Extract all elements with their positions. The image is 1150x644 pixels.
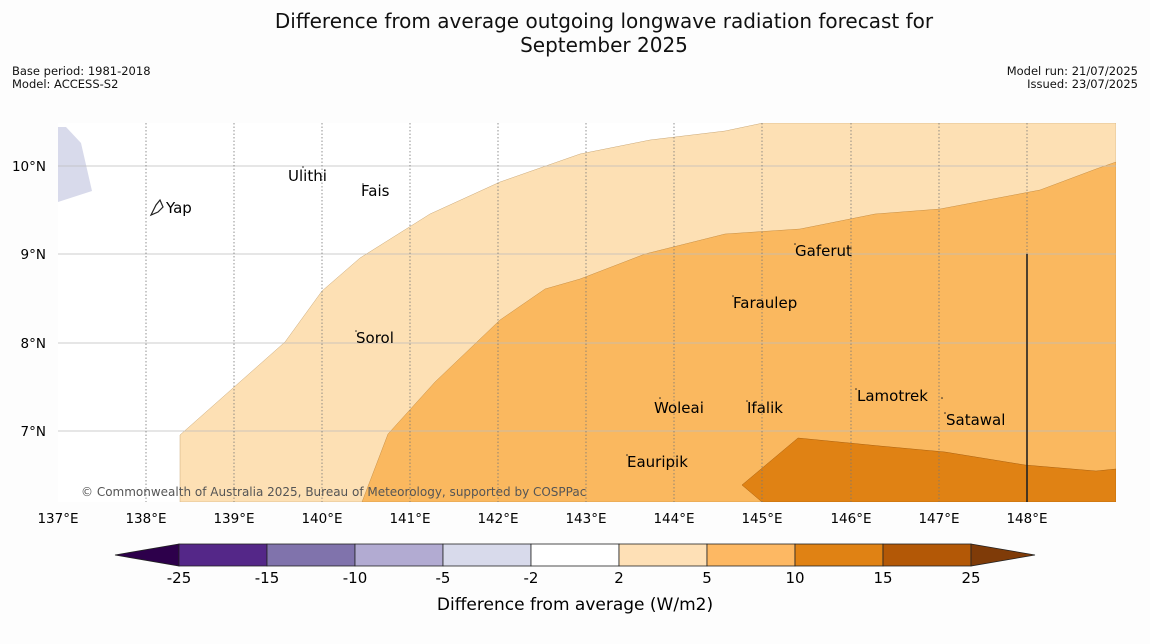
map-title-line1: Difference from average outgoing longwav… — [274, 9, 934, 33]
colorbar-extend-high — [970, 543, 1036, 567]
place-sorol: Sorol — [356, 329, 394, 347]
longitude-tick-labels: 137°E 138°E 139°E 140°E 141°E 142°E 143°… — [37, 511, 1047, 527]
anomaly-region-10-to-15 — [741, 437, 1116, 502]
colorbar-label: 25 — [961, 569, 980, 587]
lon-tick-138e: 138°E — [125, 511, 166, 527]
lon-tick-142e: 142°E — [477, 511, 518, 527]
place-gaferut: Gaferut — [795, 242, 852, 260]
lon-tick-141e: 141°E — [389, 511, 430, 527]
colorbar-segment — [618, 543, 708, 567]
model-run: Model run: 21/07/2025 — [1006, 64, 1138, 78]
lat-tick-10n: 10°N — [12, 159, 46, 175]
colorbar-label: -5 — [436, 569, 451, 587]
place-lamotrek: Lamotrek — [857, 387, 928, 405]
lon-tick-143e: 143°E — [565, 511, 606, 527]
colorbar-labels: -25 -15 -10 -5 -2 2 5 10 15 25 — [167, 569, 981, 587]
colorbar-segment — [530, 543, 620, 567]
lat-tick-9n: 9°N — [21, 247, 46, 263]
colorbar-segment — [706, 543, 796, 567]
lon-tick-140e: 140°E — [301, 511, 342, 527]
base-period: Base period: 1981-2018 — [12, 64, 151, 78]
colorbar-segment — [266, 543, 356, 567]
lon-tick-146e: 146°E — [830, 511, 871, 527]
lon-tick-139e: 139°E — [213, 511, 254, 527]
issued-date: Issued: 23/07/2025 — [1027, 77, 1138, 91]
place-ifalik: Ifalik — [747, 399, 783, 417]
yap-island-icon — [149, 198, 164, 217]
colorbar-title: Difference from average (W/m2) — [437, 595, 713, 615]
colorbar-label: -2 — [524, 569, 539, 587]
copyright-notice: © Commonwealth of Australia 2025, Bureau… — [81, 485, 586, 499]
colorbar-segment — [354, 543, 444, 567]
lon-tick-144e: 144°E — [653, 511, 694, 527]
place-eauripik: Eauripik — [627, 453, 688, 471]
place-satawal: Satawal — [946, 411, 1005, 429]
meta-left: Base period: 1981-2018 Model: ACCESS-S2 — [12, 65, 151, 91]
colorbar-segment — [882, 543, 972, 567]
colorbar-label: 2 — [614, 569, 624, 587]
latitude-tick-labels: 10°N 9°N 8°N 7°N — [12, 159, 46, 440]
colorbar-label: 10 — [785, 569, 804, 587]
map-plot-area[interactable]: Yap Ulithi Fais Gaferut Faraulep Sorol W… — [58, 123, 1116, 502]
colorbar-label: 5 — [702, 569, 712, 587]
map-title: Difference from average outgoing longwav… — [0, 9, 1150, 57]
colorbar-label: -10 — [343, 569, 368, 587]
colorbar-extend-low — [114, 543, 180, 567]
lat-tick-7n: 7°N — [21, 424, 46, 440]
meta-right: Model run: 21/07/2025 Issued: 23/07/2025 — [1007, 65, 1138, 91]
lon-tick-148e: 148°E — [1006, 511, 1047, 527]
colorbar-label: -25 — [167, 569, 192, 587]
lon-tick-145e: 145°E — [741, 511, 782, 527]
place-fais: Fais — [361, 182, 390, 200]
map-title-line2: September 2025 — [520, 33, 688, 57]
anomaly-region-5-to-10 — [361, 161, 1116, 502]
lon-tick-147e: 147°E — [918, 511, 959, 527]
colorbar-segment — [442, 543, 532, 567]
lat-tick-8n: 8°N — [21, 336, 46, 352]
island-markers — [149, 166, 946, 456]
place-faraulep: Faraulep — [733, 294, 797, 312]
model-name: Model: ACCESS-S2 — [12, 77, 119, 91]
colorbar-label: 15 — [873, 569, 892, 587]
place-ulithi: Ulithi — [288, 167, 327, 185]
colorbar-segment — [178, 543, 268, 567]
colorbar-segment — [794, 543, 884, 567]
place-woleai: Woleai — [654, 399, 704, 417]
anomaly-region-neg5-to-neg2 — [58, 127, 92, 202]
place-yap: Yap — [165, 199, 192, 217]
lon-tick-137e: 137°E — [37, 511, 78, 527]
colorbar-label: -15 — [255, 569, 280, 587]
colorbar — [114, 543, 1036, 567]
